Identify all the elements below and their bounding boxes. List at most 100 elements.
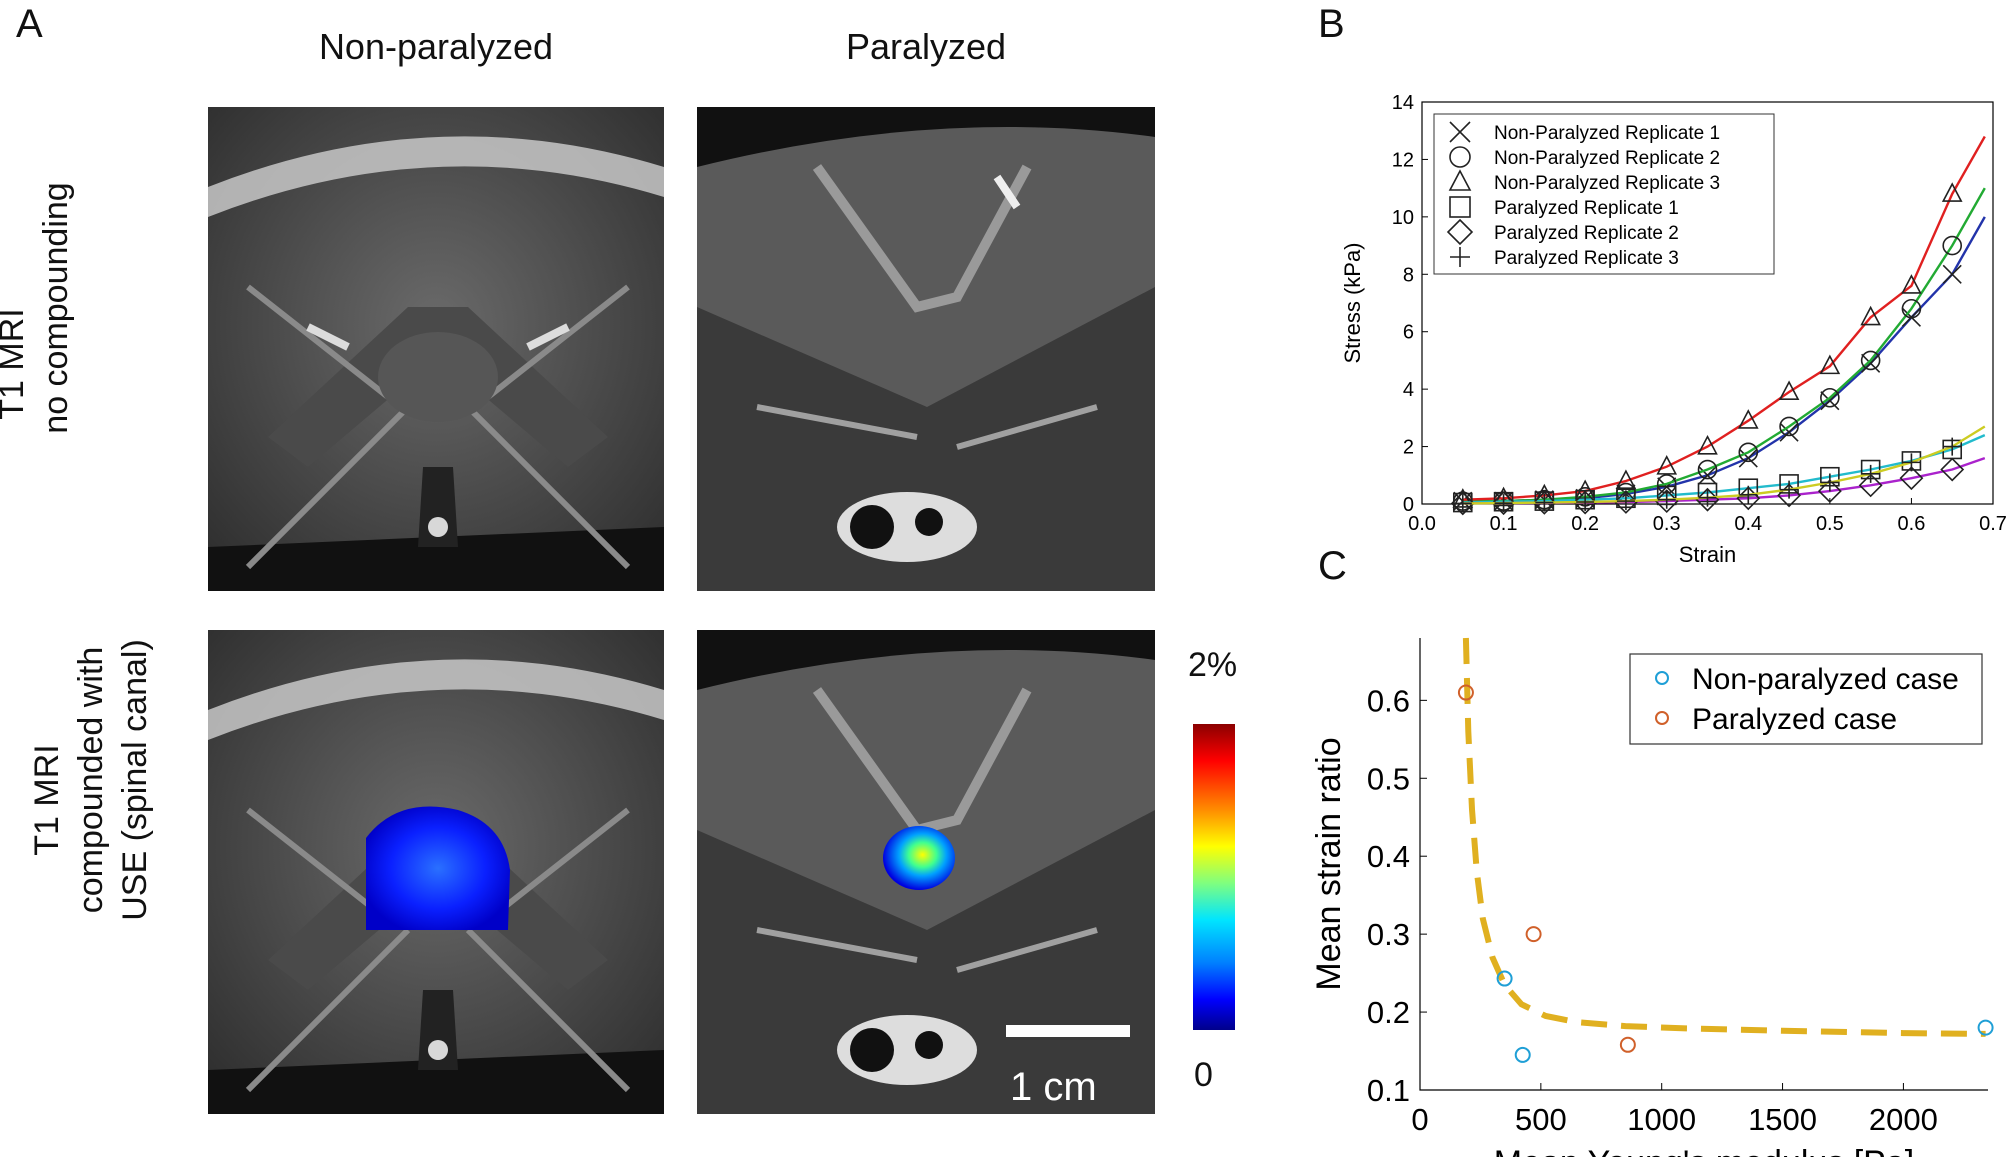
panel-a-label: A: [16, 2, 43, 46]
legend-marker: [1448, 169, 1472, 191]
data-point: [1817, 479, 1842, 504]
strain-overlay-blob: [883, 826, 955, 890]
data-point: [1738, 448, 1758, 468]
legend-marker: [1450, 247, 1470, 267]
y-tick-label: 0.2: [1367, 995, 1410, 1030]
legend-marker: [1449, 121, 1471, 143]
x-tick-label: 0: [1411, 1102, 1428, 1137]
data-point: [1525, 926, 1542, 943]
y-tick-label: 10: [1392, 207, 1414, 229]
colorbar: [1193, 724, 1235, 1030]
panel-c-label: C: [1318, 544, 1347, 588]
y-tick-label: 0.1: [1367, 1073, 1410, 1108]
legend-entry: Paralyzed Replicate 2: [1494, 223, 1679, 244]
data-point: [1697, 459, 1718, 480]
row-label-top-line2: no compounding: [37, 182, 75, 434]
data-point: [1780, 480, 1799, 499]
data-point: [1737, 409, 1759, 429]
legend: [1433, 113, 1775, 275]
x-tick-label: 0.0: [1408, 513, 1436, 535]
series-line: [1462, 135, 1986, 501]
legend-entry: Non-Paralyzed Replicate 2: [1494, 148, 1720, 169]
data-point: [1940, 457, 1965, 482]
data-point: [1901, 298, 1922, 319]
x-tick-label: 0.3: [1653, 513, 1681, 535]
legend-marker: [1446, 218, 1474, 246]
data-point: [1535, 493, 1554, 512]
row-label-top-line1: T1 MRI: [0, 308, 31, 420]
data-point: [1902, 453, 1921, 472]
mri-paralyzed-top: [697, 107, 1155, 591]
data-point: [1457, 684, 1474, 701]
mri-non-paralyzed-bottom: [208, 630, 664, 1114]
colorbar-max-label: 2%: [1188, 646, 1238, 684]
data-point: [1778, 380, 1800, 401]
data-point: [1941, 182, 1963, 202]
data-point: [1820, 387, 1840, 408]
y-tick-label: 0.6: [1367, 683, 1410, 718]
data-point: [1899, 466, 1924, 491]
y-tick-label: 0: [1403, 494, 1414, 516]
data-point: [1654, 489, 1679, 514]
data-point: [1860, 350, 1881, 371]
x-tick-label: 500: [1515, 1102, 1567, 1137]
data-point: [1532, 490, 1557, 515]
y-tick-label: 14: [1392, 92, 1414, 114]
y-axis-label: Stress (kPa): [1340, 242, 1365, 363]
data-point: [1942, 235, 1963, 256]
x-tick-label: 0.5: [1816, 513, 1844, 535]
column-title-paralyzed: Paralyzed: [845, 26, 1007, 67]
strain-overlay-blob: [366, 806, 510, 930]
legend-entry: Paralyzed Replicate 1: [1494, 198, 1679, 219]
x-tick-label: 0.2: [1571, 513, 1599, 535]
data-point: [1491, 491, 1516, 516]
data-point: [1819, 354, 1841, 375]
scale-bar: [1006, 1025, 1130, 1037]
stress-strain-chart: 0.0 0.1 0.2 0.3 0.4 0.5 0.6 0.7 0 2 4 6 8 10 12 14 Strai…: [1340, 92, 2007, 567]
row-label-bottom-line1: T1 MRI: [28, 744, 66, 856]
data-point: [1697, 465, 1718, 485]
row-label-bottom: T1 MRI compounded with USE (spinal canal…: [25, 570, 175, 990]
data-point: [1697, 434, 1718, 455]
data-point: [1613, 490, 1638, 514]
data-point: [1943, 437, 1962, 456]
row-label-top: T1 MRI no compounding: [0, 158, 90, 458]
x-tick-label: 0.6: [1898, 513, 1926, 535]
y-tick-label: 6: [1403, 322, 1414, 344]
data-point: [1942, 264, 1962, 284]
x-tick-label: 0.1: [1490, 513, 1518, 535]
y-tick-label: 0.5: [1367, 761, 1410, 796]
data-point: [1858, 473, 1883, 498]
x-tick-label: 0.7: [1979, 513, 2007, 535]
x-tick-label: 1500: [1748, 1102, 1817, 1137]
legend-entry: Non-Paralyzed Replicate 1: [1494, 123, 1720, 144]
data-point: [1657, 490, 1676, 509]
data-point: [1901, 274, 1922, 294]
y-tick-label: 12: [1392, 149, 1414, 171]
data-point: [1450, 491, 1475, 516]
data-point: [1453, 494, 1472, 513]
x-tick-label: 2000: [1869, 1102, 1938, 1137]
data-point: [1615, 469, 1637, 490]
y-tick-label: 2: [1403, 437, 1414, 459]
legend-marker: [1449, 146, 1471, 168]
data-point: [1777, 483, 1802, 508]
data-point: [1616, 492, 1635, 511]
strain-ratio-chart: 0 500 1000 1500 2000 0.1 0.2 0.3 0.4 0.5 0.6 Mean Y…: [1310, 637, 1994, 1157]
legend-marker: [1655, 711, 1669, 725]
data-point: [1698, 488, 1717, 507]
fit-curve: [1462, 637, 1986, 1037]
data-point: [1494, 494, 1513, 513]
y-tick-label: 4: [1403, 379, 1414, 401]
x-axis-label: Strain: [1679, 542, 1736, 567]
data-point: [1861, 353, 1881, 373]
data-point: [1514, 1046, 1531, 1063]
data-point: [1779, 416, 1799, 437]
row-label-bottom-line3: USE (spinal canal): [116, 639, 154, 921]
legend-entry: Non-Paralyzed Replicate 3: [1494, 173, 1720, 194]
legend-marker: [1655, 671, 1669, 685]
panel-b-label: B: [1318, 2, 1345, 46]
data-point: [1738, 442, 1759, 463]
data-point: [1779, 422, 1799, 442]
data-point: [1576, 492, 1595, 511]
